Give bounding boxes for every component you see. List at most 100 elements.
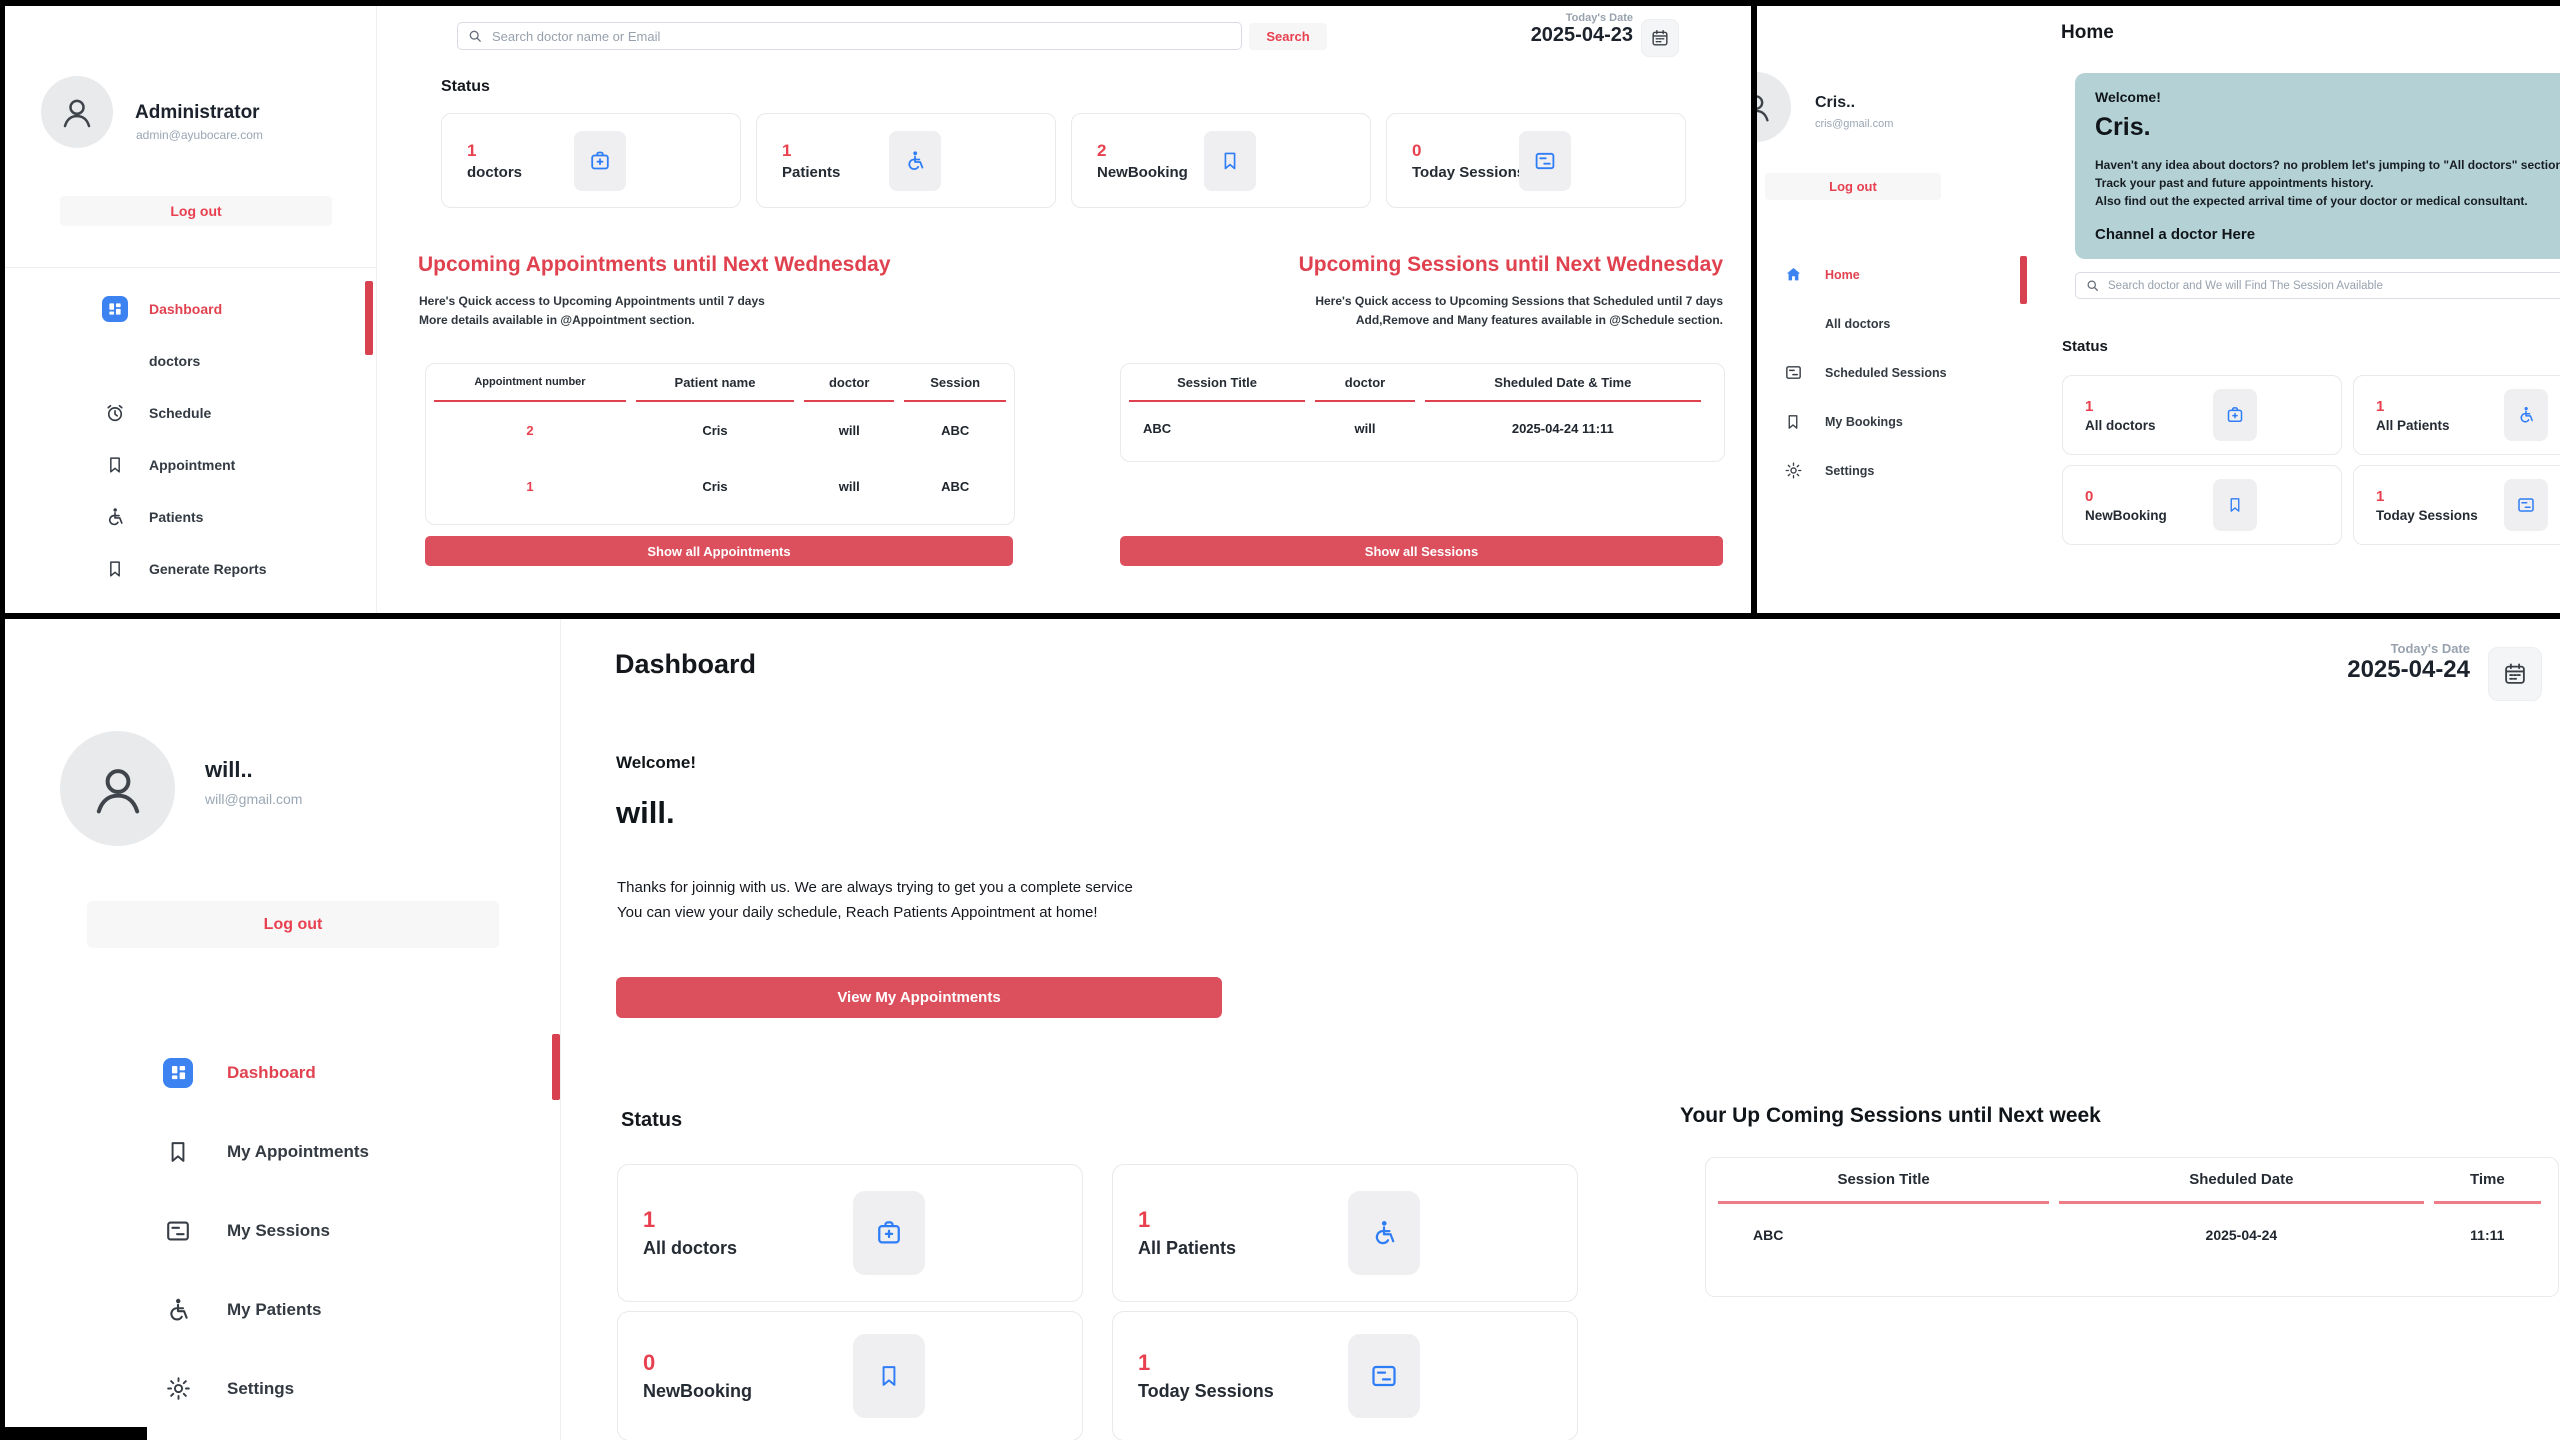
sessions-section-desc: Here's Quick access to Upcoming Sessions… bbox=[1127, 292, 1723, 330]
bookmark-icon bbox=[853, 1334, 925, 1418]
sidebar-item-doctors[interactable]: doctors bbox=[5, 335, 376, 387]
welcome-banner: Welcome! Cris. Haven't any idea about do… bbox=[2075, 73, 2560, 259]
sidebar-item-scheduled-sessions[interactable]: Scheduled Sessions bbox=[1757, 348, 2027, 397]
appointments-section-desc: Here's Quick access to Upcoming Appointm… bbox=[419, 292, 765, 330]
search-input[interactable] bbox=[457, 22, 1242, 50]
logout-button[interactable]: Log out bbox=[1765, 173, 1941, 200]
cell-session-title: ABC bbox=[1143, 420, 1172, 436]
sidebar-item-label: My Sessions bbox=[227, 1220, 330, 1240]
sidebar-item-my-patients[interactable]: My Patients bbox=[5, 1270, 560, 1349]
show-all-sessions-button[interactable]: Show all Sessions bbox=[1120, 536, 1723, 566]
sidebar-item-schedule[interactable]: Schedule bbox=[5, 387, 376, 439]
status-card-today-sessions: 1 Today Sessions bbox=[2353, 465, 2560, 545]
desc-line: Thanks for joinnig with us. We are alway… bbox=[617, 879, 1133, 896]
sidebar-item-my-appointments[interactable]: My Appointments bbox=[5, 1112, 560, 1191]
no-icon bbox=[1783, 314, 1803, 334]
admin-dashboard-panel: Administrator admin@ayubocare.com Log ou… bbox=[5, 6, 1751, 613]
sidebar-item-home[interactable]: Home bbox=[1757, 250, 2027, 304]
calendar-icon bbox=[2505, 663, 2525, 684]
active-indicator bbox=[365, 281, 373, 355]
doctor-search-input[interactable] bbox=[2075, 272, 2560, 299]
card-count: 0 bbox=[1412, 140, 1422, 160]
sidebar-item-patients[interactable]: Patients bbox=[5, 491, 376, 543]
column-header: Sheduled Date & Time bbox=[1424, 364, 1701, 402]
sidebar-item-all-doctors[interactable]: All doctors bbox=[1757, 299, 2027, 348]
sidebar-item-dashboard[interactable]: Dashboard bbox=[5, 1033, 560, 1112]
page-title: Home bbox=[2061, 22, 2114, 43]
person-icon bbox=[1757, 95, 1769, 122]
medical-bag-icon bbox=[574, 130, 626, 191]
sidebar-divider bbox=[376, 6, 377, 613]
card-label: Today Sessions bbox=[1138, 1381, 1274, 1401]
calendar-button[interactable] bbox=[1641, 19, 1679, 57]
column-header: Patient name bbox=[635, 364, 795, 402]
sidebar-item-label: Patients bbox=[149, 509, 204, 525]
cell-patient-name: Cris bbox=[702, 422, 728, 438]
sidebar-item-generate-reports[interactable]: Generate Reports bbox=[5, 543, 376, 595]
todays-date: Today's Date 2025-04-24 bbox=[2270, 641, 2470, 684]
sidebar-item-label: My Bookings bbox=[1825, 414, 1903, 429]
column-header: doctor bbox=[1315, 364, 1415, 402]
cell-session: ABC bbox=[941, 478, 970, 494]
sessions-icon bbox=[1783, 363, 1803, 383]
sidebar-item-label: Scheduled Sessions bbox=[1825, 365, 1947, 380]
cell-date: 2025-04-24 bbox=[2205, 1227, 2278, 1243]
card-label: All Patients bbox=[2376, 417, 2450, 433]
appointments-section-title: Upcoming Appointments until Next Wednesd… bbox=[418, 253, 891, 276]
card-label: doctors bbox=[467, 163, 523, 181]
calendar-button[interactable] bbox=[2488, 647, 2542, 701]
sidebar-item-label: Dashboard bbox=[149, 301, 223, 317]
patient-sidebar-menu: Home All doctors Scheduled Sessions My B… bbox=[1757, 250, 2027, 495]
sessions-icon bbox=[2504, 479, 2548, 531]
banner-line: Track your past and future appointments … bbox=[2095, 176, 2374, 190]
card-count: 1 bbox=[1138, 1350, 1151, 1375]
sidebar-item-my-bookings[interactable]: My Bookings bbox=[1757, 397, 2027, 446]
column-header: Session bbox=[904, 364, 1006, 402]
cell-session: ABC bbox=[941, 422, 970, 438]
sidebar-item-settings[interactable]: Settings bbox=[1757, 446, 2027, 495]
bookmark-icon bbox=[1783, 412, 1803, 432]
wheelchair-icon bbox=[163, 1295, 193, 1325]
logout-button[interactable]: Log out bbox=[87, 901, 499, 948]
upcoming-sessions-title: Your Up Coming Sessions until Next week bbox=[1680, 1104, 2101, 1127]
card-label: Today Sessions bbox=[2376, 507, 2478, 523]
desc-line: You can view your daily schedule, Reach … bbox=[617, 904, 1098, 921]
sessions-icon bbox=[1348, 1334, 1420, 1418]
card-count: 1 bbox=[2376, 487, 2385, 505]
card-label: NewBooking bbox=[1097, 163, 1188, 181]
cell-doctor: will bbox=[1354, 420, 1376, 436]
view-my-appointments-button[interactable]: View My Appointments bbox=[616, 977, 1222, 1018]
sidebar-item-label: Settings bbox=[1825, 463, 1875, 478]
date-value: 2025-04-24 bbox=[2347, 656, 2470, 683]
status-card-all-doctors: 1 All doctors bbox=[617, 1164, 1083, 1302]
search-button[interactable]: Search bbox=[1249, 23, 1327, 50]
status-card-newbooking: 0 NewBooking bbox=[2062, 465, 2342, 545]
sidebar-item-dashboard[interactable]: Dashboard bbox=[5, 281, 376, 355]
dashboard-icon bbox=[163, 1057, 193, 1088]
status-cards: 1 doctors 1 Patients 2 NewBooking bbox=[441, 113, 1686, 208]
banner-username: Cris. bbox=[2095, 113, 2151, 141]
profile-email: admin@ayubocare.com bbox=[136, 128, 263, 142]
bookmark-icon bbox=[102, 452, 128, 478]
logout-button[interactable]: Log out bbox=[60, 196, 332, 226]
patient-home-panel: Cris.. cris@gmail.com Log out Home All d… bbox=[1757, 6, 2560, 613]
sidebar-item-settings[interactable]: Settings bbox=[5, 1349, 560, 1428]
status-card-all-patients: 1 All Patients bbox=[1112, 1164, 1578, 1302]
avatar bbox=[60, 731, 175, 846]
desc-line: More details available in @Appointment s… bbox=[419, 313, 695, 327]
date-label: Today's Date bbox=[2390, 641, 2470, 656]
sidebar-item-appointment[interactable]: Appointment bbox=[5, 439, 376, 491]
sessions-table: Session Title doctor Sheduled Date & Tim… bbox=[1120, 363, 1725, 462]
profile-divider bbox=[5, 267, 376, 268]
card-label: NewBooking bbox=[643, 1381, 753, 1401]
sidebar-item-my-sessions[interactable]: My Sessions bbox=[5, 1191, 560, 1270]
cell-appointment-number: 1 bbox=[526, 478, 534, 494]
desc-line: Here's Quick access to Upcoming Sessions… bbox=[1315, 294, 1723, 308]
admin-sidebar-menu: Dashboard doctors Schedule Appointment bbox=[5, 281, 376, 595]
cell-appointment-number: 2 bbox=[526, 422, 534, 438]
column-header: doctor bbox=[804, 364, 895, 402]
avatar bbox=[1757, 72, 1791, 142]
show-all-appointments-button[interactable]: Show all Appointments bbox=[425, 536, 1013, 566]
doctor-sidebar-menu: Dashboard My Appointments My Sessions bbox=[5, 1033, 560, 1428]
date-value: 2025-04-23 bbox=[1530, 24, 1633, 46]
